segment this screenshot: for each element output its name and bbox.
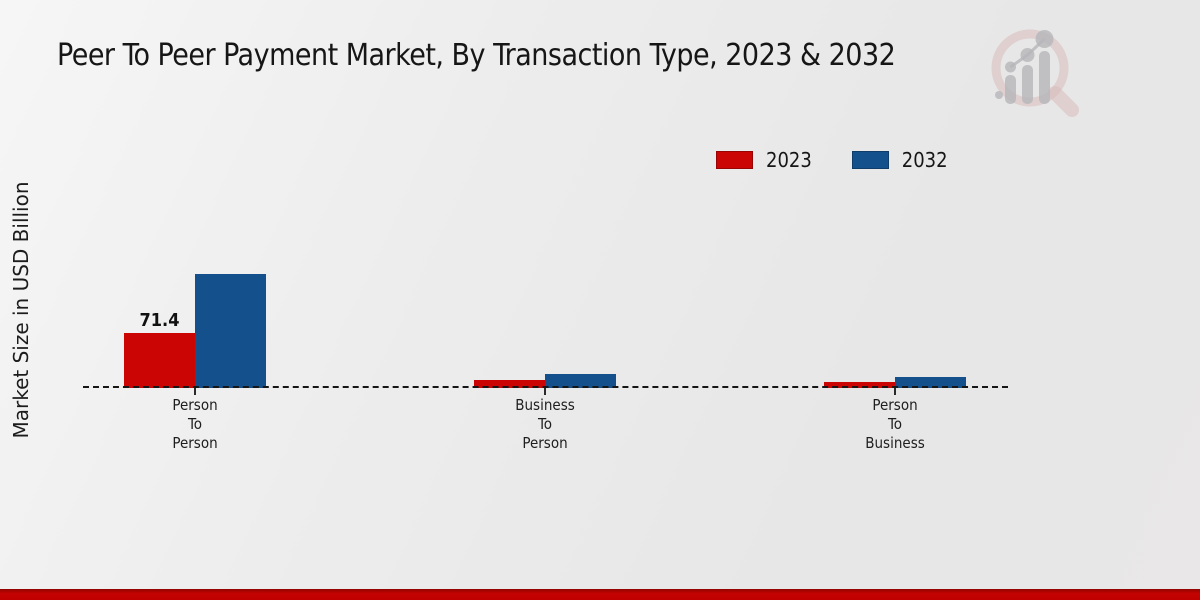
x-tick-label-person-to-person: Person To Person [172,396,218,452]
x-axis-tick [194,388,196,395]
bar-2032-person-to-person [195,274,266,388]
legend: 2023 2032 [716,148,948,172]
legend-label: 2032 [901,148,948,172]
x-axis-tick [894,388,896,395]
magnifier-bar-chart-logo-icon [991,29,1079,117]
bar-2032-business-to-person [545,374,616,388]
bar-2023-person-to-business [824,382,895,388]
bar-2032-person-to-business [895,377,966,388]
bar-2023-person-to-person [124,333,195,388]
x-tick-label-business-to-person: Business To Person [515,396,575,452]
footer-accent-band [0,589,1200,600]
chart-title: Peer To Peer Payment Market, By Transact… [57,38,896,73]
x-tick-label-person-to-business: Person To Business [865,396,925,452]
x-axis-tick [544,388,546,395]
legend-item-2032: 2032 [851,148,948,172]
bar-value-label: 71.4 [139,310,180,331]
legend-swatch-2032 [851,151,889,169]
legend-swatch-2023 [716,151,753,169]
y-axis-label: Market Size in USD Billion [9,181,33,439]
bar-2023-business-to-person [474,380,545,388]
legend-item-2023: 2023 [716,148,812,172]
zero-baseline [83,386,1008,388]
legend-label: 2023 [766,148,812,172]
